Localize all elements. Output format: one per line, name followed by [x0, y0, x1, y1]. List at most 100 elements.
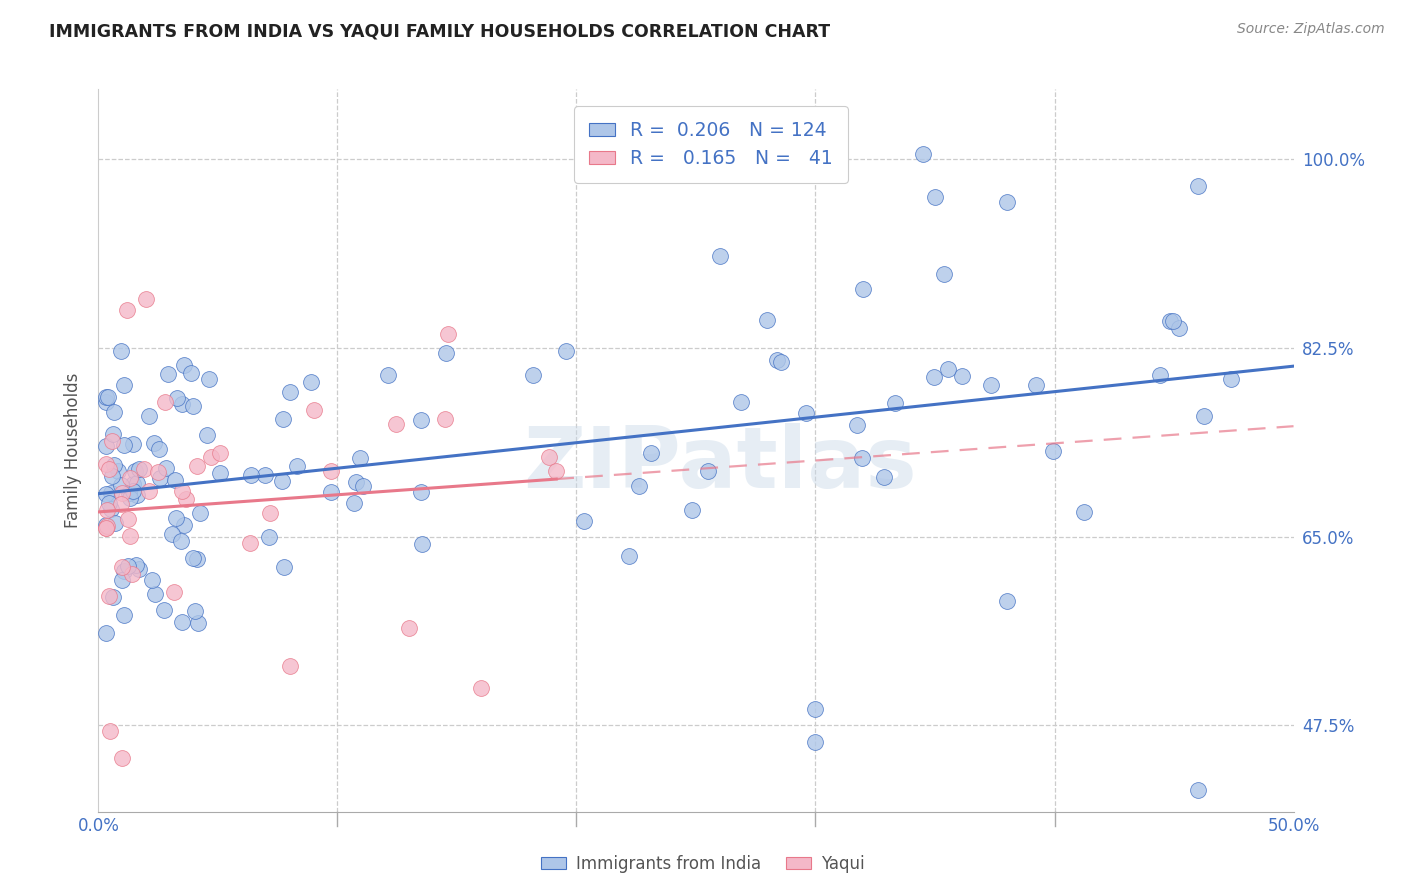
Point — [124, 464, 146, 478]
Point — [153, 603, 176, 617]
Point — [121, 483, 143, 498]
Point — [343, 496, 366, 510]
Point — [319, 484, 342, 499]
Point — [188, 506, 211, 520]
Y-axis label: Family Households: Family Households — [65, 373, 83, 528]
Point — [94, 517, 117, 532]
Point — [97, 589, 120, 603]
Point — [138, 409, 160, 424]
Point — [398, 621, 420, 635]
Point — [936, 362, 959, 376]
Point — [138, 483, 160, 498]
Point — [148, 442, 170, 456]
Point — [173, 358, 195, 372]
Point — [180, 366, 202, 380]
Point — [121, 567, 143, 582]
Point — [111, 485, 134, 500]
Point — [922, 369, 945, 384]
Point — [254, 468, 277, 483]
Point — [1192, 409, 1215, 423]
Point — [100, 468, 122, 483]
Point — [112, 608, 135, 623]
Point — [96, 503, 118, 517]
Point — [181, 399, 204, 413]
Point — [115, 303, 138, 318]
Point — [128, 461, 150, 475]
Point — [352, 478, 374, 492]
Point — [555, 343, 578, 358]
Point — [278, 659, 301, 673]
Point — [135, 293, 157, 307]
Point — [117, 512, 139, 526]
Point — [120, 470, 142, 484]
Point — [851, 451, 873, 466]
Point — [384, 417, 406, 432]
Point — [141, 573, 163, 587]
Point — [377, 368, 399, 382]
Point — [872, 470, 894, 484]
Point — [110, 497, 132, 511]
Point — [103, 458, 125, 473]
Point — [110, 343, 132, 358]
Point — [349, 450, 371, 465]
Point — [94, 457, 117, 471]
Point — [122, 477, 145, 491]
Point — [172, 483, 194, 498]
Point — [127, 476, 149, 491]
Text: ZIPatlas: ZIPatlas — [523, 424, 917, 507]
Point — [240, 468, 263, 483]
Point — [273, 560, 295, 574]
Point — [146, 465, 169, 479]
Point — [155, 461, 177, 475]
Point — [107, 464, 129, 478]
Point — [950, 369, 973, 384]
Point — [470, 681, 492, 695]
Point — [163, 585, 186, 599]
Point — [94, 625, 117, 640]
Point — [118, 529, 141, 543]
Point — [200, 450, 222, 465]
Point — [103, 405, 125, 419]
Point — [173, 517, 195, 532]
Point — [172, 615, 194, 629]
Point — [299, 375, 322, 389]
Point — [302, 403, 325, 417]
Point — [434, 412, 457, 426]
Point — [172, 396, 194, 410]
Point — [112, 438, 135, 452]
Point — [911, 147, 934, 161]
Point — [804, 734, 827, 748]
Point — [186, 459, 208, 474]
Point — [125, 558, 148, 572]
Point — [883, 396, 905, 410]
Point — [112, 565, 135, 579]
Point — [94, 395, 117, 409]
Point — [278, 385, 301, 400]
Point — [924, 190, 946, 204]
Point — [111, 573, 134, 587]
Point — [546, 464, 568, 478]
Point — [1187, 179, 1209, 194]
Legend: R =  0.206  N = 124, R =   0.165  N =   41: R = 0.206 N = 124, R = 0.165 N = 41 — [574, 106, 848, 183]
Point — [181, 550, 204, 565]
Point — [166, 391, 188, 405]
Point — [271, 411, 294, 425]
Text: IMMIGRANTS FROM INDIA VS YAQUI FAMILY HOUSEHOLDS CORRELATION CHART: IMMIGRANTS FROM INDIA VS YAQUI FAMILY HO… — [49, 22, 831, 40]
Point — [1149, 368, 1171, 382]
Point — [94, 439, 117, 453]
Point — [845, 417, 868, 432]
Point — [709, 249, 731, 263]
Point — [640, 446, 662, 460]
Point — [125, 488, 148, 502]
Point — [852, 282, 875, 296]
Point — [165, 511, 187, 525]
Point — [1187, 783, 1209, 797]
Point — [770, 355, 793, 369]
Point — [157, 367, 180, 381]
Point — [627, 479, 650, 493]
Point — [94, 521, 117, 535]
Point — [96, 521, 118, 535]
Point — [765, 353, 787, 368]
Point — [1073, 505, 1095, 519]
Point — [409, 485, 432, 500]
